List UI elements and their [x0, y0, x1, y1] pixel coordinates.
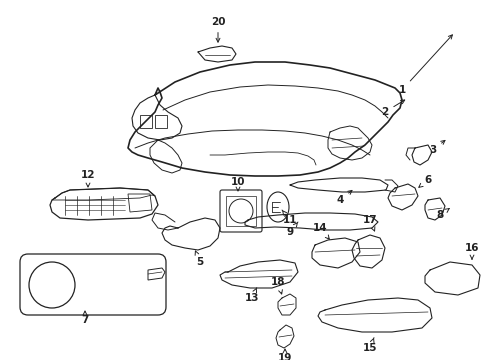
- Text: 9: 9: [287, 222, 298, 237]
- Text: 2: 2: [381, 100, 405, 117]
- Text: 17: 17: [363, 215, 377, 231]
- Text: 11: 11: [282, 210, 297, 225]
- Text: 15: 15: [363, 338, 377, 353]
- Text: 4: 4: [336, 190, 352, 205]
- Text: 16: 16: [465, 243, 479, 259]
- Text: 18: 18: [271, 277, 285, 294]
- Text: 20: 20: [211, 17, 225, 42]
- Text: 12: 12: [81, 170, 95, 187]
- Text: 19: 19: [278, 349, 292, 360]
- Text: 14: 14: [313, 223, 329, 239]
- Text: 13: 13: [245, 288, 259, 303]
- Text: 1: 1: [398, 35, 452, 95]
- Text: 10: 10: [231, 177, 245, 191]
- Text: 5: 5: [195, 251, 204, 267]
- Text: 6: 6: [419, 175, 432, 187]
- Text: 3: 3: [429, 140, 445, 155]
- Text: 7: 7: [81, 311, 89, 325]
- Text: 8: 8: [437, 208, 449, 220]
